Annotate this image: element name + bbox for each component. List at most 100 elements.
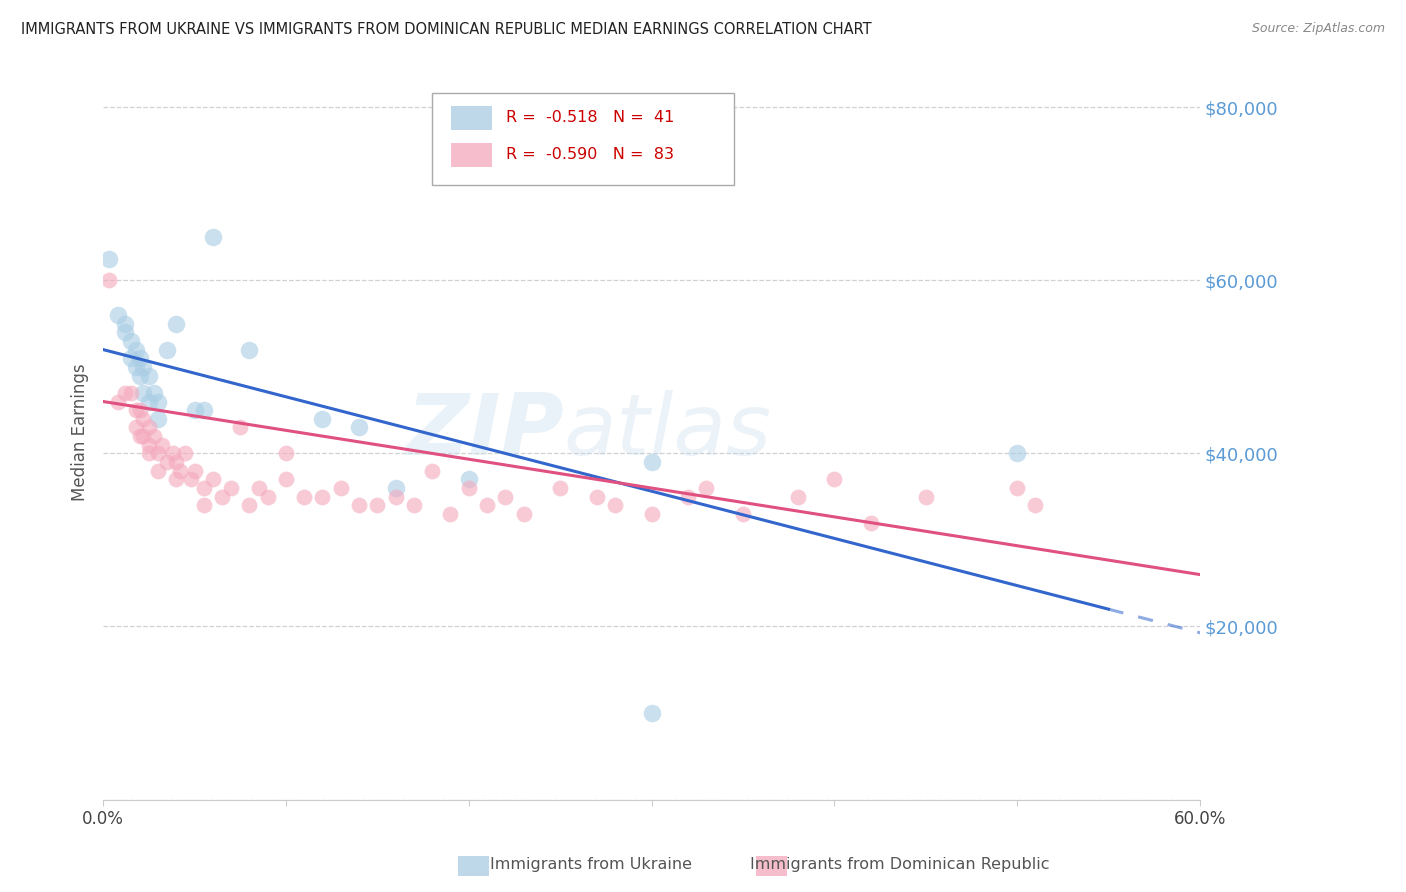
- Text: Immigrants from Ukraine: Immigrants from Ukraine: [489, 857, 692, 872]
- Point: [132, 429, 155, 443]
- Point: [120, 385, 142, 400]
- Point: [201, 472, 224, 486]
- Point: [193, 499, 215, 513]
- Point: [183, 464, 205, 478]
- Text: atlas: atlas: [564, 391, 772, 474]
- Point: [201, 230, 224, 244]
- Text: R =  -0.590   N =  83: R = -0.590 N = 83: [506, 147, 673, 162]
- Point: [150, 438, 173, 452]
- Point: [146, 412, 169, 426]
- Point: [128, 403, 150, 417]
- Point: [548, 481, 571, 495]
- Point: [274, 472, 297, 486]
- Text: IMMIGRANTS FROM UKRAINE VS IMMIGRANTS FROM DOMINICAN REPUBLIC MEDIAN EARNINGS CO: IMMIGRANTS FROM UKRAINE VS IMMIGRANTS FR…: [21, 22, 872, 37]
- Point: [146, 464, 169, 478]
- Text: ZIP: ZIP: [406, 391, 564, 474]
- Point: [238, 343, 260, 357]
- Point: [211, 490, 233, 504]
- Point: [1005, 446, 1028, 460]
- Point: [457, 472, 479, 486]
- Point: [823, 472, 845, 486]
- Point: [640, 507, 662, 521]
- Point: [859, 516, 882, 530]
- Point: [439, 507, 461, 521]
- Point: [366, 499, 388, 513]
- Point: [125, 359, 148, 374]
- Point: [457, 481, 479, 495]
- Point: [132, 359, 155, 374]
- Point: [120, 334, 142, 348]
- Point: [169, 464, 191, 478]
- Point: [1024, 499, 1046, 513]
- Point: [146, 394, 169, 409]
- Bar: [451, 106, 492, 130]
- Point: [193, 403, 215, 417]
- Point: [329, 481, 352, 495]
- Point: [494, 490, 516, 504]
- Point: [180, 472, 202, 486]
- Point: [107, 308, 129, 322]
- Point: [125, 343, 148, 357]
- Point: [384, 481, 406, 495]
- Point: [114, 326, 136, 340]
- Point: [165, 472, 187, 486]
- FancyBboxPatch shape: [432, 94, 734, 186]
- Y-axis label: Median Earnings: Median Earnings: [72, 363, 89, 500]
- Point: [183, 403, 205, 417]
- Point: [125, 403, 148, 417]
- Point: [128, 368, 150, 383]
- Point: [603, 499, 626, 513]
- Text: Source: ZipAtlas.com: Source: ZipAtlas.com: [1251, 22, 1385, 36]
- Point: [107, 394, 129, 409]
- Point: [143, 385, 166, 400]
- Point: [256, 490, 278, 504]
- Point: [219, 481, 242, 495]
- Point: [475, 499, 498, 513]
- Point: [128, 351, 150, 366]
- Point: [132, 385, 155, 400]
- Point: [347, 499, 370, 513]
- Point: [138, 438, 160, 452]
- Point: [311, 412, 333, 426]
- Point: [585, 490, 607, 504]
- Point: [731, 507, 754, 521]
- Point: [914, 490, 936, 504]
- Point: [402, 499, 425, 513]
- Point: [274, 446, 297, 460]
- Point: [138, 394, 160, 409]
- Point: [247, 481, 270, 495]
- Point: [676, 490, 699, 504]
- Point: [238, 499, 260, 513]
- Point: [311, 490, 333, 504]
- Point: [97, 252, 120, 266]
- Point: [120, 351, 142, 366]
- Point: [193, 481, 215, 495]
- Point: [174, 446, 197, 460]
- Point: [114, 385, 136, 400]
- Point: [143, 429, 166, 443]
- Point: [138, 420, 160, 434]
- Point: [347, 420, 370, 434]
- Point: [97, 273, 120, 287]
- Text: R =  -0.518   N =  41: R = -0.518 N = 41: [506, 111, 673, 125]
- Point: [165, 455, 187, 469]
- Point: [114, 317, 136, 331]
- Point: [156, 455, 179, 469]
- Point: [138, 368, 160, 383]
- Point: [229, 420, 252, 434]
- Point: [156, 343, 179, 357]
- Point: [162, 446, 184, 460]
- Point: [165, 317, 187, 331]
- Point: [384, 490, 406, 504]
- Point: [640, 706, 662, 720]
- Point: [786, 490, 808, 504]
- Point: [132, 412, 155, 426]
- Point: [138, 446, 160, 460]
- Point: [695, 481, 717, 495]
- Point: [292, 490, 315, 504]
- Point: [125, 420, 148, 434]
- Bar: [451, 143, 492, 167]
- Point: [640, 455, 662, 469]
- Text: Immigrants from Dominican Republic: Immigrants from Dominican Republic: [749, 857, 1050, 872]
- Point: [1005, 481, 1028, 495]
